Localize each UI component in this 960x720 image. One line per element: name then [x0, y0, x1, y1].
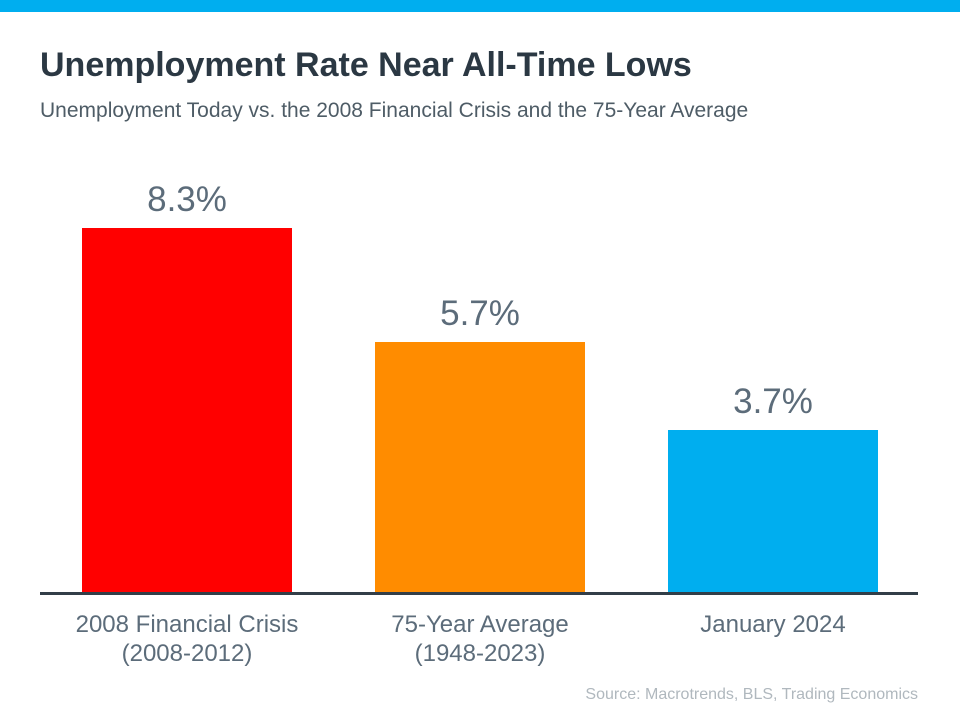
bar-column: 5.7%: [375, 293, 585, 592]
accent-strip: [0, 0, 960, 12]
bar-column: 8.3%: [82, 179, 292, 592]
bar: [668, 430, 878, 592]
source-note: Source: Macrotrends, BLS, Trading Econom…: [585, 686, 918, 703]
bar-value-label: 3.7%: [733, 381, 813, 421]
x-axis-line: [40, 592, 918, 595]
category-label: January 2024: [700, 611, 846, 638]
bar: [375, 342, 585, 592]
bar-value-label: 8.3%: [147, 179, 227, 219]
bar-value-label: 5.7%: [440, 293, 520, 333]
category-label: 2008 Financial Crisis (2008-2012): [75, 611, 299, 667]
category-label: 75-Year Average (1948-2023): [391, 611, 569, 667]
page-title: Unemployment Rate Near All-Time Lows: [40, 46, 692, 84]
bar: [82, 228, 292, 592]
page-subtitle: Unemployment Today vs. the 2008 Financia…: [40, 99, 749, 122]
bar-column: 3.7%: [668, 381, 878, 592]
